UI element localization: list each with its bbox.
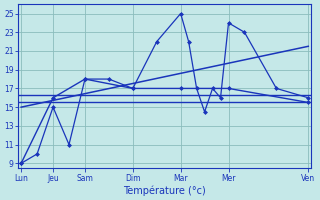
X-axis label: Température (°c): Température (°c) — [123, 185, 206, 196]
